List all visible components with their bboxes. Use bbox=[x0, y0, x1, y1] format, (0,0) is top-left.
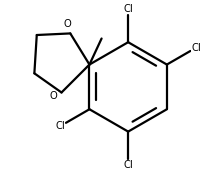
Text: O: O bbox=[50, 92, 58, 101]
Text: Cl: Cl bbox=[56, 121, 65, 131]
Text: Cl: Cl bbox=[123, 4, 133, 14]
Text: O: O bbox=[63, 19, 71, 29]
Text: Cl: Cl bbox=[191, 43, 201, 53]
Text: Cl: Cl bbox=[123, 160, 133, 170]
